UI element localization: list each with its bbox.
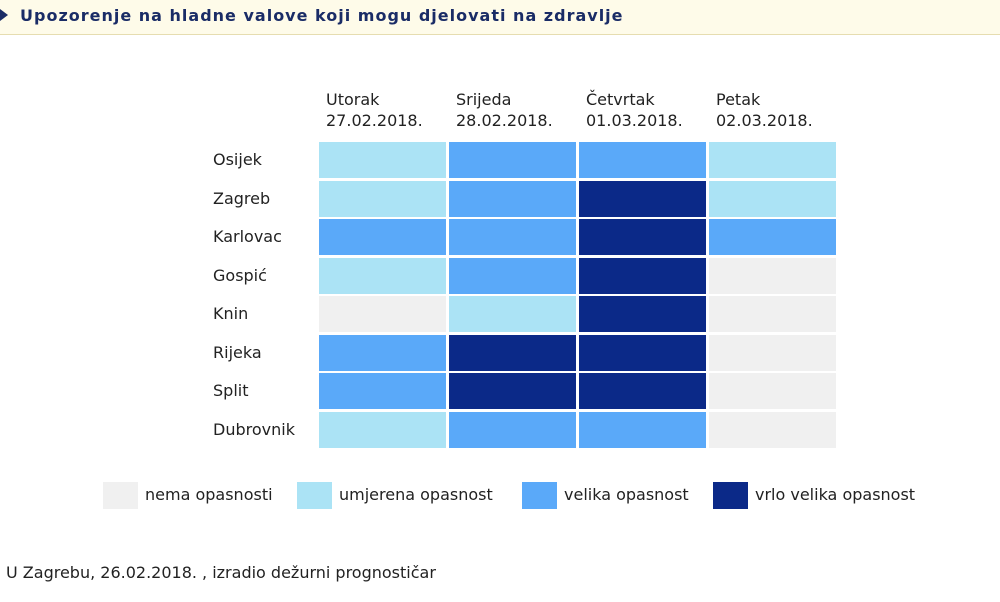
warning-cell	[449, 335, 576, 371]
day-date: 28.02.2018.	[456, 111, 553, 130]
title-bar: Upozorenje na hladne valove koji mogu dj…	[0, 0, 1000, 35]
day-name: Utorak	[326, 90, 380, 109]
day-name: Srijeda	[456, 90, 512, 109]
day-name: Četvrtak	[586, 90, 655, 109]
warning-cell	[709, 412, 836, 448]
warning-cell	[449, 219, 576, 255]
warning-cell	[319, 335, 446, 371]
city-label: Rijeka	[213, 343, 262, 362]
warning-cell	[449, 181, 576, 217]
warning-cell	[579, 258, 706, 294]
city-label: Gospić	[213, 266, 267, 285]
legend-swatch	[522, 482, 557, 509]
legend-label: velika opasnost	[564, 485, 689, 504]
warning-cell	[319, 296, 446, 332]
legend-label: vrlo velika opasnost	[755, 485, 916, 504]
warning-cell	[319, 142, 446, 178]
day-date: 27.02.2018.	[326, 111, 423, 130]
warning-cell	[579, 296, 706, 332]
warning-cell	[709, 373, 836, 409]
day-date: 02.03.2018.	[716, 111, 813, 130]
city-label: Karlovac	[213, 227, 282, 246]
warning-cell	[709, 219, 836, 255]
warning-cell	[319, 181, 446, 217]
warning-cell	[449, 296, 576, 332]
legend-swatch	[103, 482, 138, 509]
warning-cell	[319, 258, 446, 294]
warning-cell	[579, 142, 706, 178]
warning-cell	[709, 296, 836, 332]
warning-cell	[449, 142, 576, 178]
page-title: Upozorenje na hladne valove koji mogu dj…	[20, 6, 624, 25]
warning-cell	[449, 373, 576, 409]
warning-cell	[709, 181, 836, 217]
legend-label: nema opasnosti	[145, 485, 273, 504]
legend-swatch	[297, 482, 332, 509]
warning-cell	[579, 373, 706, 409]
city-label: Split	[213, 381, 249, 400]
warning-cell	[579, 219, 706, 255]
footer-note: U Zagrebu, 26.02.2018. , izradio dežurni…	[6, 563, 436, 582]
day-header: Petak 02.03.2018.	[716, 89, 844, 131]
warning-cell	[709, 142, 836, 178]
warning-cell	[449, 258, 576, 294]
city-label: Dubrovnik	[213, 420, 295, 439]
day-header: Srijeda 28.02.2018.	[456, 89, 584, 131]
legend-swatch	[713, 482, 748, 509]
warning-cell	[579, 335, 706, 371]
city-label: Osijek	[213, 150, 262, 169]
warning-cell	[709, 258, 836, 294]
city-label: Knin	[213, 304, 249, 323]
warning-cell	[449, 412, 576, 448]
triangle-right-icon	[0, 9, 8, 21]
warning-cell	[319, 219, 446, 255]
warning-cell	[709, 335, 836, 371]
day-header: Četvrtak 01.03.2018.	[586, 89, 714, 131]
warning-cell	[579, 181, 706, 217]
day-name: Petak	[716, 90, 761, 109]
city-label: Zagreb	[213, 189, 271, 208]
legend-label: umjerena opasnost	[339, 485, 493, 504]
warning-cell	[319, 373, 446, 409]
day-header: Utorak 27.02.2018.	[326, 89, 454, 131]
day-date: 01.03.2018.	[586, 111, 683, 130]
warning-cell	[319, 412, 446, 448]
warning-cell	[579, 412, 706, 448]
